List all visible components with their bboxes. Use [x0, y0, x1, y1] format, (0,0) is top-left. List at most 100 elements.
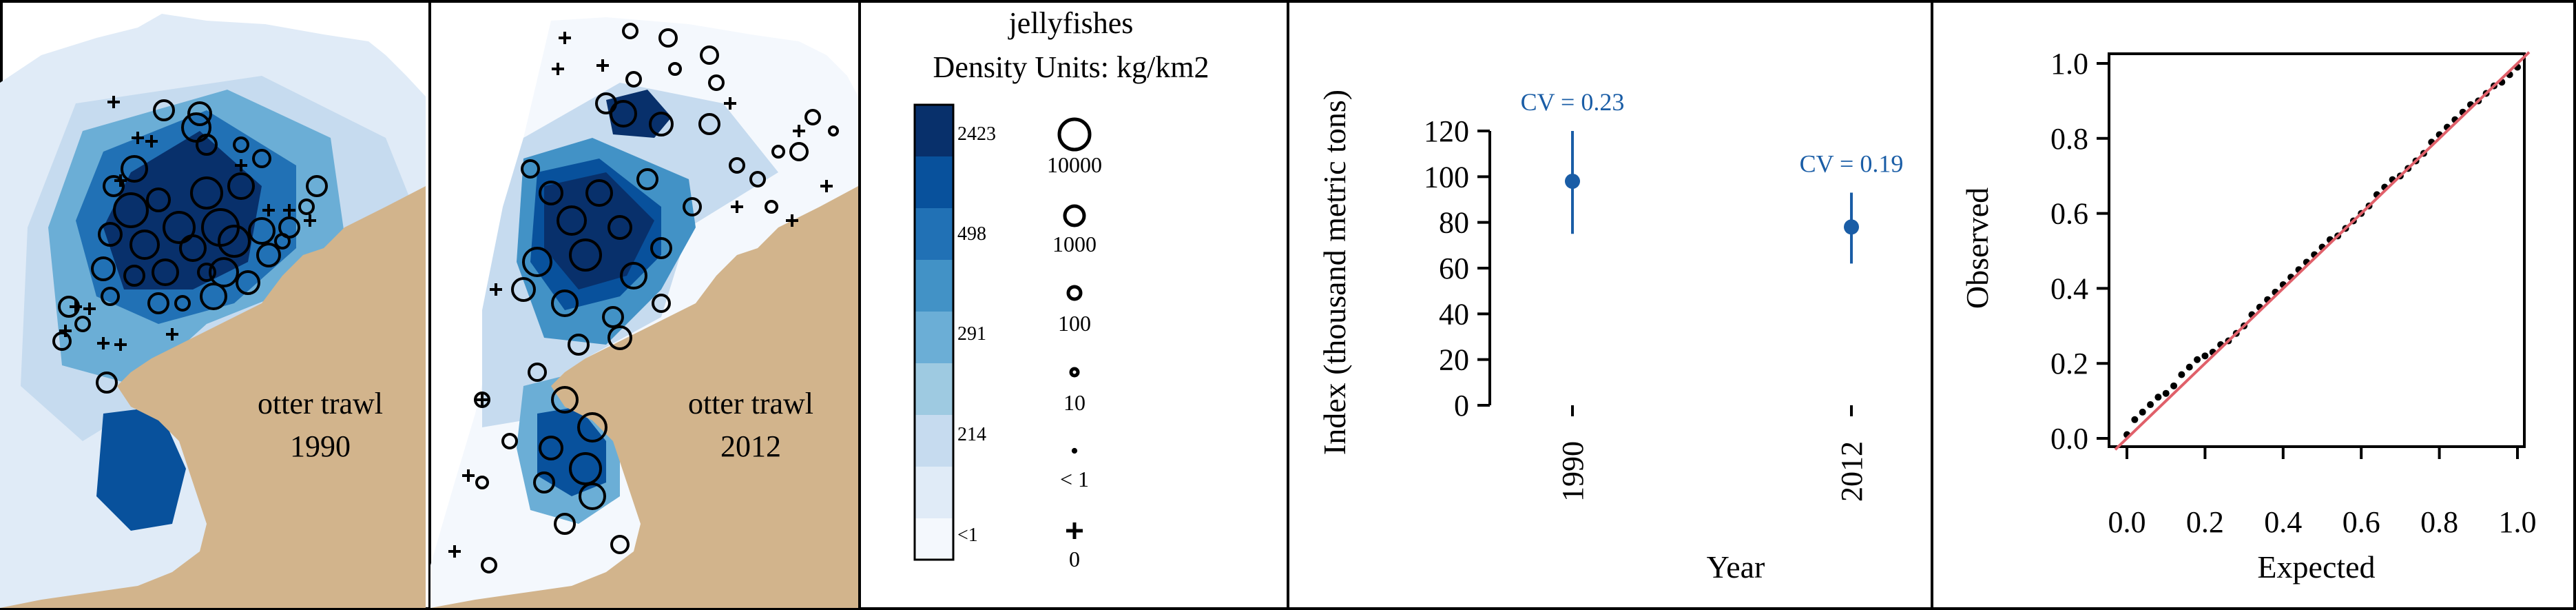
legend-units: Density Units: kg/km2 — [933, 50, 1209, 84]
station-circle — [481, 557, 497, 573]
station-circle — [256, 243, 281, 267]
station-circle — [554, 513, 576, 535]
qq-reference-line — [2114, 51, 2531, 451]
color-label: 214 — [957, 424, 986, 445]
station-circle — [152, 258, 179, 286]
station-circle — [179, 234, 207, 262]
qq-chart: 0.0 0.2 0.4 0.6 0.8 1.0 0.0 0.2 0.4 0.6 0.8 1.0 Exp… — [1960, 47, 2537, 584]
y-tick-label: 0.4 — [2050, 272, 2088, 305]
station-zero-catch — [462, 469, 475, 482]
station-circle — [121, 155, 148, 183]
station-circle — [607, 215, 632, 240]
x-tick-label: 1990 — [1556, 441, 1590, 502]
station-circle — [539, 436, 563, 460]
station-zero-catch — [596, 59, 609, 72]
station-circle — [610, 535, 630, 554]
station-circle — [511, 277, 536, 302]
qq-ticks: 0.0 0.2 0.4 0.6 0.8 1.0 0.0 0.2 0.4 0.6 0.8 1.0 — [2050, 47, 2537, 539]
x-tick-label: 0.0 — [2108, 505, 2146, 539]
size-symbol-10 — [1069, 367, 1080, 378]
size-label: 0 — [1069, 547, 1080, 571]
station-circle — [101, 287, 120, 306]
station-circle — [298, 199, 315, 215]
station-circle — [190, 176, 223, 210]
station-circle — [771, 145, 785, 159]
station-circle — [551, 386, 579, 414]
station-zero-catch — [283, 204, 295, 216]
station-circle — [248, 217, 276, 245]
color-scale-bin — [915, 208, 953, 260]
station-zero-catch — [731, 201, 743, 213]
index-x-axis-label: Year — [1707, 549, 1765, 584]
color-scale-bin — [915, 415, 953, 467]
station-circle — [274, 233, 291, 250]
qq-x-axis-label: Expected — [2257, 549, 2375, 584]
station-zero-catch — [559, 32, 571, 44]
land-mass — [0, 186, 426, 608]
cv-label: CV = 0.23 — [1521, 88, 1625, 116]
station-circle — [163, 211, 196, 244]
station-zero-catch — [476, 394, 488, 406]
size-symbol-100 — [1066, 285, 1083, 301]
color-label: 2423 — [957, 123, 996, 145]
station-circle — [200, 283, 227, 310]
map-panel-2012: otter trawl 2012 — [430, 17, 858, 608]
station-circle — [569, 452, 602, 485]
station-circle — [636, 168, 658, 190]
station-circle — [585, 179, 613, 207]
map-label-gear: otter trawl — [688, 387, 813, 420]
station-zero-catch — [262, 204, 275, 216]
station-circle — [91, 256, 116, 281]
legend-panel: jellyfishes Density Units: kg/km2 2423 4… — [913, 6, 1209, 571]
station-circle — [602, 306, 624, 328]
y-tick-label: 0.0 — [2050, 422, 2088, 456]
size-symbol-10000 — [1057, 117, 1092, 152]
map-label-year: 1990 — [290, 429, 351, 463]
map-label-year: 2012 — [720, 429, 781, 463]
color-scale-bin — [915, 518, 953, 560]
y-tick-label: 1.0 — [2050, 47, 2088, 81]
size-scale-labels: 10000 1000 100 10 < 1 0 — [1047, 152, 1102, 571]
station-zero-catch — [552, 63, 564, 75]
index-y-axis-label: Index (thousand metric tons) — [1317, 90, 1352, 455]
color-scale-bin — [915, 156, 953, 208]
station-zero-catch — [132, 132, 144, 144]
size-symbol-lt1 — [1071, 447, 1078, 454]
index-point — [1844, 219, 1859, 235]
station-circle — [209, 257, 239, 287]
station-circle — [708, 74, 725, 91]
color-label: <1 — [957, 525, 978, 546]
station-zero-catch — [114, 338, 127, 351]
land-islands — [641, 531, 847, 608]
station-circle — [700, 45, 719, 65]
index-y-ticks: 0 20 40 60 80 100 120 — [1424, 114, 1490, 423]
station-circle — [129, 230, 160, 260]
qq-point — [2162, 389, 2170, 397]
station-circle — [501, 433, 518, 449]
size-scale — [1057, 117, 1092, 539]
color-scale-bin — [915, 467, 953, 518]
color-scale-bin — [915, 363, 953, 415]
station-circle — [658, 28, 678, 48]
index-points: CV = 0.23 CV = 0.19 — [1521, 88, 1903, 264]
station-circle — [306, 175, 328, 197]
station-circle — [804, 109, 821, 125]
size-symbol-zero — [1066, 522, 1083, 539]
qq-point — [2131, 416, 2139, 423]
station-circle — [577, 412, 607, 443]
x-tick-label: 0.8 — [2420, 505, 2458, 539]
station-circle — [98, 222, 123, 247]
station-circle — [569, 238, 602, 272]
y-tick-label: 120 — [1424, 114, 1469, 148]
legend-title: jellyfishes — [1008, 6, 1134, 40]
y-tick-label: 100 — [1424, 160, 1469, 194]
station-circle — [607, 325, 632, 350]
qq-point — [2147, 401, 2154, 409]
station-zero-catch — [235, 159, 247, 172]
y-tick-label: 80 — [1439, 206, 1469, 240]
density-zone-south — [537, 407, 606, 496]
station-circle — [474, 392, 490, 408]
station-circle — [227, 172, 255, 200]
station-circle — [729, 157, 745, 174]
size-label: 1000 — [1052, 232, 1097, 256]
